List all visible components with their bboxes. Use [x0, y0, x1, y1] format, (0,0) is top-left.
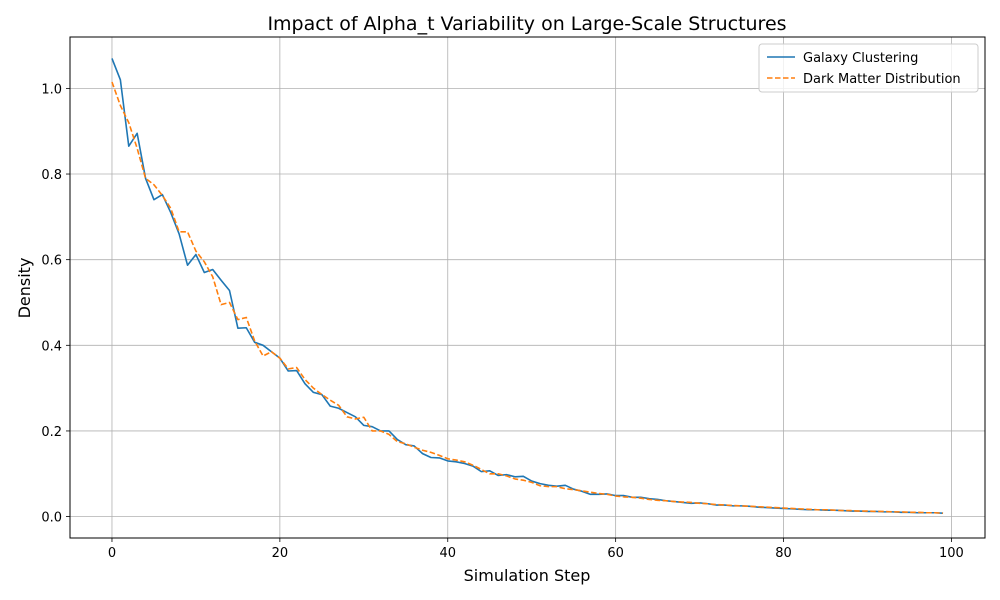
y-tick-label: 0.0 [41, 511, 62, 526]
grid-lines [70, 37, 985, 538]
x-tick-label: 0 [108, 546, 116, 561]
series-layer [111, 58, 944, 514]
x-tick-label: 60 [607, 546, 624, 561]
legend: Galaxy Clustering Dark Matter Distributi… [758, 43, 979, 93]
series-line-galaxy-clustering [111, 58, 944, 514]
legend-box [758, 43, 979, 93]
y-tick-label: 0.8 [41, 168, 62, 183]
legend-label-galaxy-clustering: Galaxy Clustering [803, 51, 918, 66]
chart-title: Impact of Alpha_t Variability on Large-S… [267, 13, 786, 35]
x-tick-label: 100 [939, 546, 964, 561]
legend-label-dark-matter-distribution: Dark Matter Distribution [803, 72, 961, 87]
y-axis: 0.0 0.2 0.4 0.6 0.8 1.0 [41, 82, 70, 526]
x-tick-label: 80 [775, 546, 792, 561]
x-tick-label: 40 [439, 546, 456, 561]
y-tick-label: 0.4 [41, 339, 62, 354]
x-axis: 0 20 40 60 80 100 [108, 538, 964, 561]
y-tick-label: 0.2 [41, 425, 62, 440]
y-tick-label: 1.0 [41, 82, 62, 97]
y-tick-label: 0.6 [41, 254, 62, 269]
y-axis-title: Density [15, 258, 34, 319]
plot-frame [69, 36, 986, 539]
series-line-dark-matter-distribution [111, 81, 944, 514]
x-axis-title: Simulation Step [464, 566, 591, 585]
x-tick-label: 20 [272, 546, 289, 561]
